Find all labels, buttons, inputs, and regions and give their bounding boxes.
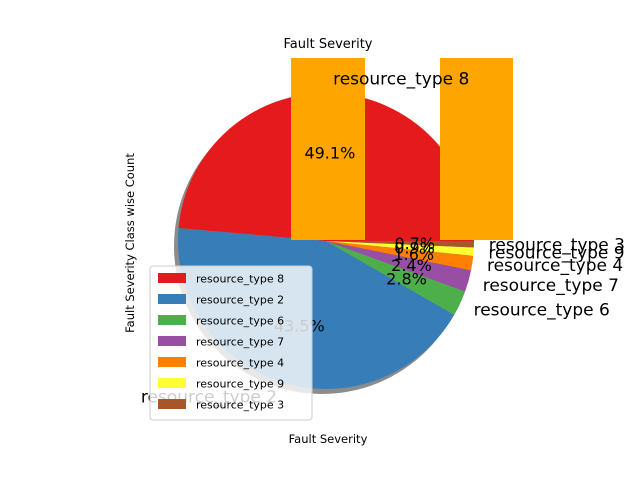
legend-box	[149, 265, 313, 421]
pie-labels: resource_type 849.1%resource_type 243.5%…	[141, 69, 625, 407]
slice-label-resource-type-6: resource_type 6	[474, 301, 610, 321]
slice-pct-resource-type-9: 0.9%	[394, 238, 435, 257]
pie-slice-resource-type-6	[326, 241, 466, 315]
legend: resource_type 8 resource_type 2 resource_t…	[149, 265, 313, 421]
legend-label-resource-type-2: resource_type 2	[196, 294, 284, 307]
legend-label-resource-type-9: resource_type 9	[196, 378, 284, 391]
x-axis-label: Fault Severity	[289, 432, 368, 446]
legend-swatch-resource-type-8	[158, 273, 186, 283]
legend-label-resource-type-8: resource_type 8	[196, 273, 284, 286]
pie-slice-resource-type-7	[326, 241, 472, 292]
legend-label-resource-type-6: resource_type 6	[196, 315, 284, 328]
legend-swatch-resource-type-7	[158, 336, 186, 346]
slice-label-resource-type-7: resource_type 7	[483, 276, 619, 296]
legend-label-resource-type-4: resource_type 4	[196, 357, 284, 370]
pie-slice-resource-type-3	[326, 241, 474, 248]
y-axis-label: Fault Severity Class wise Count	[123, 153, 137, 333]
pie-slice-resource-type-9	[326, 241, 474, 256]
slice-label-resource-type-9: resource_type 9	[488, 244, 624, 264]
overlay-bar-1	[291, 58, 365, 240]
legend-label-resource-type-7: resource_type 7	[196, 336, 284, 349]
legend-swatch-resource-type-3	[158, 399, 186, 409]
slice-label-resource-type-8: resource_type 8	[333, 69, 469, 89]
legend-label-resource-type-3: resource_type 3	[196, 399, 284, 412]
slice-pct-resource-type-3: 0.7%	[394, 234, 435, 253]
slice-label-resource-type-4: resource_type 4	[487, 256, 623, 276]
slice-label-resource-type-3: resource_type 3	[489, 236, 625, 256]
slice-pct-resource-type-4: 1.6%	[393, 245, 434, 264]
overlay-bars	[291, 58, 513, 240]
chart-title: Fault Severity	[283, 37, 372, 52]
slice-pct-resource-type-7: 2.4%	[391, 256, 432, 275]
legend-swatch-resource-type-4	[158, 357, 186, 367]
pie-slice-resource-type-4	[326, 241, 474, 271]
slice-pct-resource-type-6: 2.8%	[386, 269, 427, 288]
legend-swatch-resource-type-6	[158, 315, 186, 325]
legend-swatch-resource-type-2	[158, 294, 186, 304]
legend-swatch-resource-type-9	[158, 378, 186, 388]
slice-pct-resource-type-8: 49.1%	[304, 143, 355, 162]
overlay-bar-2	[440, 58, 513, 240]
